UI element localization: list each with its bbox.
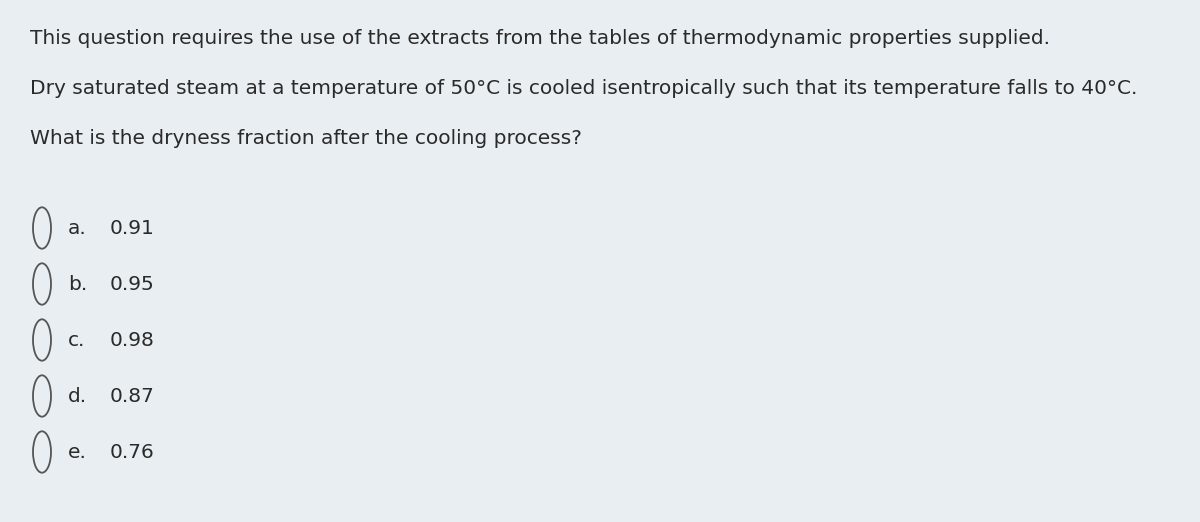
Text: What is the dryness fraction after the cooling process?: What is the dryness fraction after the c… bbox=[30, 128, 582, 148]
Text: d.: d. bbox=[68, 386, 88, 406]
Text: 0.87: 0.87 bbox=[110, 386, 155, 406]
Text: Dry saturated steam at a temperature of 50°C is cooled isentropically such that : Dry saturated steam at a temperature of … bbox=[30, 78, 1138, 98]
Text: 0.98: 0.98 bbox=[110, 330, 155, 350]
Ellipse shape bbox=[34, 431, 50, 473]
Text: 0.95: 0.95 bbox=[110, 275, 155, 293]
Ellipse shape bbox=[34, 375, 50, 417]
Text: 0.91: 0.91 bbox=[110, 219, 155, 238]
Text: b.: b. bbox=[68, 275, 88, 293]
Ellipse shape bbox=[34, 207, 50, 248]
Text: 0.76: 0.76 bbox=[110, 443, 155, 461]
Ellipse shape bbox=[34, 319, 50, 361]
Text: c.: c. bbox=[68, 330, 85, 350]
Text: e.: e. bbox=[68, 443, 86, 461]
Text: a.: a. bbox=[68, 219, 86, 238]
Ellipse shape bbox=[34, 263, 50, 305]
Text: This question requires the use of the extracts from the tables of thermodynamic : This question requires the use of the ex… bbox=[30, 29, 1050, 48]
